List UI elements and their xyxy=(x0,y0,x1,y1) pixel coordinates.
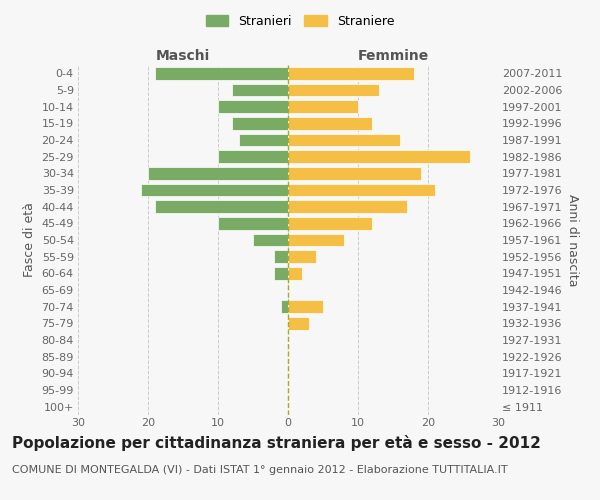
Bar xyxy=(288,67,414,80)
Bar xyxy=(288,317,309,330)
Bar xyxy=(274,267,288,280)
Bar xyxy=(288,134,400,146)
Bar xyxy=(239,134,288,146)
Bar xyxy=(218,100,288,113)
Bar xyxy=(281,300,288,313)
Bar xyxy=(155,200,288,213)
Y-axis label: Fasce di età: Fasce di età xyxy=(23,202,36,278)
Bar xyxy=(288,117,372,130)
Bar xyxy=(253,234,288,246)
Bar xyxy=(218,150,288,163)
Bar xyxy=(288,234,344,246)
Legend: Stranieri, Straniere: Stranieri, Straniere xyxy=(202,11,398,32)
Bar xyxy=(288,200,407,213)
Bar xyxy=(288,84,379,96)
Bar xyxy=(155,67,288,80)
Bar xyxy=(288,184,435,196)
Bar xyxy=(288,167,421,179)
Bar xyxy=(141,184,288,196)
Bar xyxy=(232,117,288,130)
Bar xyxy=(288,217,372,230)
Text: Popolazione per cittadinanza straniera per età e sesso - 2012: Popolazione per cittadinanza straniera p… xyxy=(12,435,541,451)
Y-axis label: Anni di nascita: Anni di nascita xyxy=(566,194,580,286)
Bar xyxy=(288,300,323,313)
Bar xyxy=(288,150,470,163)
Text: COMUNE DI MONTEGALDA (VI) - Dati ISTAT 1° gennaio 2012 - Elaborazione TUTTITALIA: COMUNE DI MONTEGALDA (VI) - Dati ISTAT 1… xyxy=(12,465,508,475)
Bar xyxy=(288,100,358,113)
Bar xyxy=(232,84,288,96)
Bar xyxy=(288,267,302,280)
Text: Femmine: Femmine xyxy=(358,50,428,64)
Bar xyxy=(218,217,288,230)
Text: Maschi: Maschi xyxy=(156,50,210,64)
Bar xyxy=(148,167,288,179)
Bar xyxy=(288,250,316,263)
Bar xyxy=(274,250,288,263)
